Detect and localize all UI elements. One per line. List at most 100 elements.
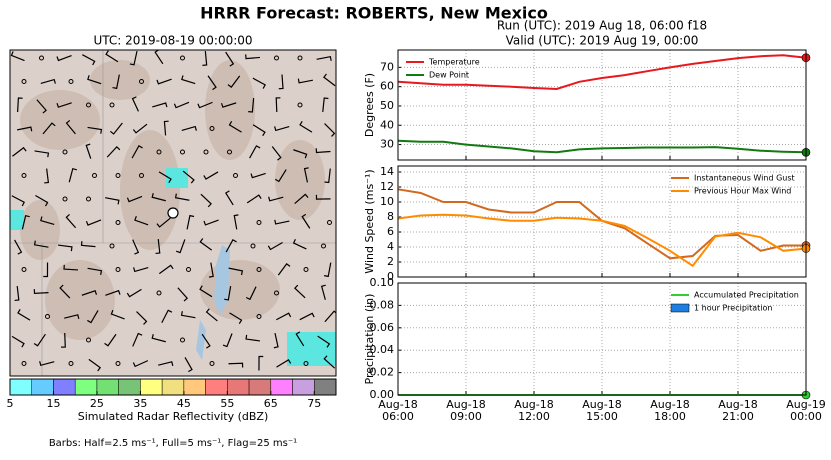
- wind-barb: [35, 194, 49, 207]
- calm-barb: [39, 55, 44, 61]
- wind-barb: [65, 119, 76, 135]
- wind-barb: [131, 145, 143, 159]
- wind-barb: [186, 214, 195, 230]
- wind-barb: [12, 146, 27, 157]
- wind-barb: [33, 333, 46, 347]
- terrain-relief: [205, 60, 255, 160]
- calm-barb: [186, 267, 191, 272]
- colorbar-bin: [31, 378, 54, 396]
- county-line: [10, 50, 336, 376]
- x-tick-label: 25: [90, 397, 104, 410]
- calm-barb: [109, 243, 115, 249]
- wind-barb: [132, 123, 148, 134]
- colorbar-bin: [53, 378, 76, 396]
- valid-title: Valid (UTC): 2019 Aug 19, 00:00: [506, 34, 699, 48]
- wind-barb: [152, 102, 168, 108]
- wind-barb: [276, 359, 292, 368]
- y-tick-label: 14: [380, 165, 394, 178]
- wind-barb: [10, 51, 25, 62]
- wind-barb: [177, 287, 189, 302]
- axes-frame: [397, 282, 807, 396]
- wind-barb: [88, 358, 102, 372]
- wind-barb: [323, 262, 332, 278]
- wind-barb: [205, 308, 218, 322]
- y-tick-label: 0.02: [370, 366, 395, 379]
- wind-barb: [278, 74, 284, 90]
- wind-barb: [85, 143, 92, 159]
- x-tick-label: Aug-19 00:00: [786, 398, 825, 423]
- wind-barb: [229, 312, 243, 325]
- wind-barb: [271, 146, 282, 161]
- wind-barb: [202, 50, 208, 66]
- terrain-relief: [90, 60, 150, 100]
- wind-barb: [158, 264, 174, 275]
- wind-barb: [158, 361, 174, 367]
- wind-barb: [33, 240, 49, 248]
- wind-barb: [43, 262, 49, 278]
- wind-barb: [156, 217, 171, 228]
- colorbar-bin: [183, 378, 206, 396]
- colorbar-bin: [9, 378, 32, 396]
- colorbar-label: Simulated Radar Reflectivity (dBZ): [78, 410, 269, 423]
- calm-barb: [21, 267, 27, 272]
- colorbar-frame: [9, 378, 337, 396]
- y-tick-label: 0.10: [370, 276, 395, 289]
- wind-barb: [295, 331, 305, 347]
- wind-barb: [222, 333, 233, 348]
- calm-barb: [327, 220, 332, 225]
- wind-barb: [316, 55, 332, 61]
- legend-label: Accumulated Precipitation: [694, 291, 799, 300]
- map-frame: [9, 49, 337, 377]
- wind-barb: [315, 148, 331, 154]
- wind-barb: [208, 262, 214, 278]
- wind-barb: [303, 167, 309, 183]
- wind-barb: [161, 309, 173, 323]
- x-tick-label: Aug-18 15:00: [582, 398, 621, 423]
- y-tick-label: 6: [387, 225, 394, 238]
- wind-barb: [136, 311, 148, 325]
- wind-barb: [151, 334, 166, 343]
- calm-barb: [233, 173, 238, 178]
- wind-barb: [175, 239, 186, 254]
- calm-barb: [180, 337, 185, 343]
- wind-barb: [56, 102, 72, 108]
- wind-barb: [203, 219, 219, 226]
- calm-barb: [45, 314, 50, 319]
- calm-barb: [256, 220, 262, 225]
- x-tick-label: 35: [133, 397, 147, 410]
- wind-barb: [324, 123, 336, 137]
- wind-barb: [323, 73, 336, 87]
- wind-barb: [277, 263, 291, 276]
- wind-barb: [228, 267, 244, 276]
- wind-barb: [17, 126, 33, 132]
- x-tick-label: 5: [7, 397, 14, 410]
- wind-barb: [201, 333, 211, 349]
- wind-barb: [274, 126, 290, 132]
- colorbar-bin: [248, 378, 272, 396]
- calm-barb: [256, 267, 262, 272]
- terrain-relief: [275, 140, 325, 220]
- wind-barb: [273, 333, 279, 349]
- wind-barb: [274, 219, 290, 225]
- calm-barb: [321, 243, 326, 249]
- x-tick-label: 75: [307, 397, 321, 410]
- wind-barb: [224, 285, 232, 301]
- x-tick-label: Aug-18 21:00: [718, 398, 757, 423]
- wind-barb: [105, 289, 121, 296]
- run-title: Run (UTC): 2019 Aug 18, 06:00 f18: [497, 19, 707, 33]
- wind-barb: [36, 99, 47, 114]
- wind-barb: [133, 267, 149, 273]
- radar-echo: [287, 332, 336, 366]
- calm-barb: [227, 149, 232, 155]
- calm-barb: [68, 79, 74, 84]
- wind-barb: [21, 214, 30, 230]
- wind-barb: [44, 168, 50, 184]
- colorbar-bin: [314, 378, 337, 396]
- wind-barb: [155, 238, 161, 255]
- series-line: [397, 139, 807, 154]
- wind-barb: [112, 74, 120, 90]
- wind-barb: [104, 333, 117, 347]
- wind-barb: [134, 215, 149, 226]
- series-line: [397, 54, 807, 91]
- map: [10, 50, 336, 376]
